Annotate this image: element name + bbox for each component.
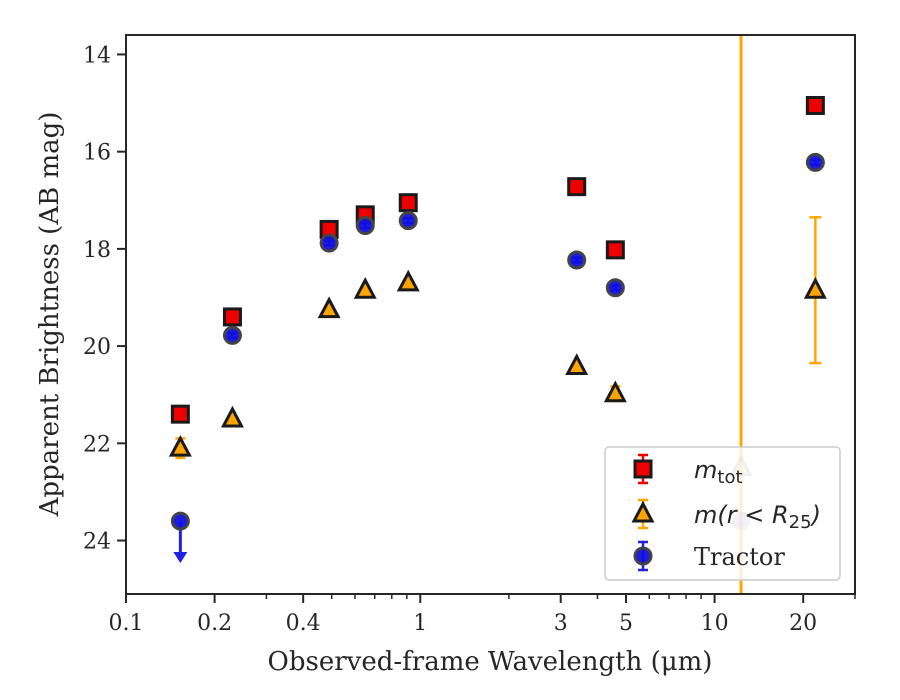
mr25-point xyxy=(603,380,627,403)
y-tick-label: 24 xyxy=(83,530,111,555)
plot-frame xyxy=(125,34,856,595)
mtot-point xyxy=(398,193,418,213)
x-tick-label: 0.2 xyxy=(197,611,232,636)
mr25-point xyxy=(803,216,827,365)
legend-item-mr25: m(r < R25) xyxy=(631,498,821,533)
y-axis-title: Apparent Brightness (AB mag) xyxy=(35,112,65,518)
mr25-marker xyxy=(220,405,244,428)
legend-box xyxy=(604,446,841,581)
tractor-point xyxy=(805,152,825,172)
mtot-point xyxy=(170,404,190,424)
y-tick-label: 14 xyxy=(83,43,111,68)
mtot-marker xyxy=(222,307,242,327)
tractor-marker xyxy=(567,250,587,270)
legend-label: m(r < R25) xyxy=(694,501,821,533)
legend: mtot m(r < R25) Tractor xyxy=(604,446,841,581)
legend-item-tractor: Tractor xyxy=(633,540,785,572)
mr25-point xyxy=(168,434,192,460)
mr25-point xyxy=(220,405,244,428)
tractor-legend-marker xyxy=(633,546,653,566)
y-tick-label: 20 xyxy=(83,335,111,360)
tractor-upper-limit-arrowhead xyxy=(173,551,188,563)
x-tick-label: 3 xyxy=(554,611,568,636)
mtot-point xyxy=(805,95,825,115)
mr25-point xyxy=(353,276,377,299)
tractor-marker xyxy=(398,211,418,231)
x-tick-label: 0.4 xyxy=(286,611,321,636)
mtot-point xyxy=(567,177,587,197)
x-axis-ticks: 0.1 0.2 0.4 1 3 5 10 20 xyxy=(109,594,856,636)
mr25-marker xyxy=(317,296,341,319)
legend-label: Tractor xyxy=(694,543,785,571)
mr25-marker xyxy=(803,276,827,299)
tractor-marker xyxy=(605,278,625,298)
tractor-point xyxy=(398,211,418,231)
mtot-marker xyxy=(805,95,825,115)
tractor-point xyxy=(605,278,625,298)
mr25-marker xyxy=(565,353,589,376)
tractor-marker xyxy=(805,152,825,172)
x-tick-label: 20 xyxy=(789,611,817,636)
mr25-point xyxy=(565,353,589,376)
mr25-marker xyxy=(603,380,627,403)
mtot-point xyxy=(605,240,625,260)
x-tick-label: 10 xyxy=(701,611,729,636)
mr25-point xyxy=(317,296,341,319)
mr25-marker xyxy=(396,269,420,292)
mtot-marker xyxy=(567,177,587,197)
mtot-marker xyxy=(398,193,418,213)
mtot-marker xyxy=(605,240,625,260)
mr25-legend-marker xyxy=(631,500,655,523)
y-tick-label: 18 xyxy=(83,238,111,263)
tractor-marker xyxy=(355,216,375,236)
mr25-marker xyxy=(353,276,377,299)
mtot-marker xyxy=(170,404,190,424)
legend-label: mtot xyxy=(694,456,743,488)
mtot-legend-marker xyxy=(633,459,653,479)
tractor-point xyxy=(170,511,190,563)
tractor-marker xyxy=(170,511,190,531)
tractor-marker xyxy=(222,325,242,345)
x-tick-label: 5 xyxy=(619,611,633,636)
tractor-point xyxy=(355,216,375,236)
tractor-marker xyxy=(319,233,339,253)
mr25-point xyxy=(396,269,420,292)
y-axis-ticks: 14 16 18 20 22 24 xyxy=(83,43,126,555)
x-tick-label: 1 xyxy=(413,611,427,636)
tractor-point xyxy=(567,250,587,270)
mr25-marker xyxy=(168,434,192,457)
mtot-point xyxy=(222,307,242,327)
x-tick-label: 0.1 xyxy=(109,611,144,636)
tractor-point xyxy=(222,325,242,345)
tractor-point xyxy=(319,233,339,253)
y-tick-label: 22 xyxy=(83,432,111,457)
y-tick-label: 16 xyxy=(83,141,111,166)
legend-item-mtot: mtot xyxy=(633,453,743,488)
x-axis-title: Observed-frame Wavelength (μm) xyxy=(268,647,713,677)
